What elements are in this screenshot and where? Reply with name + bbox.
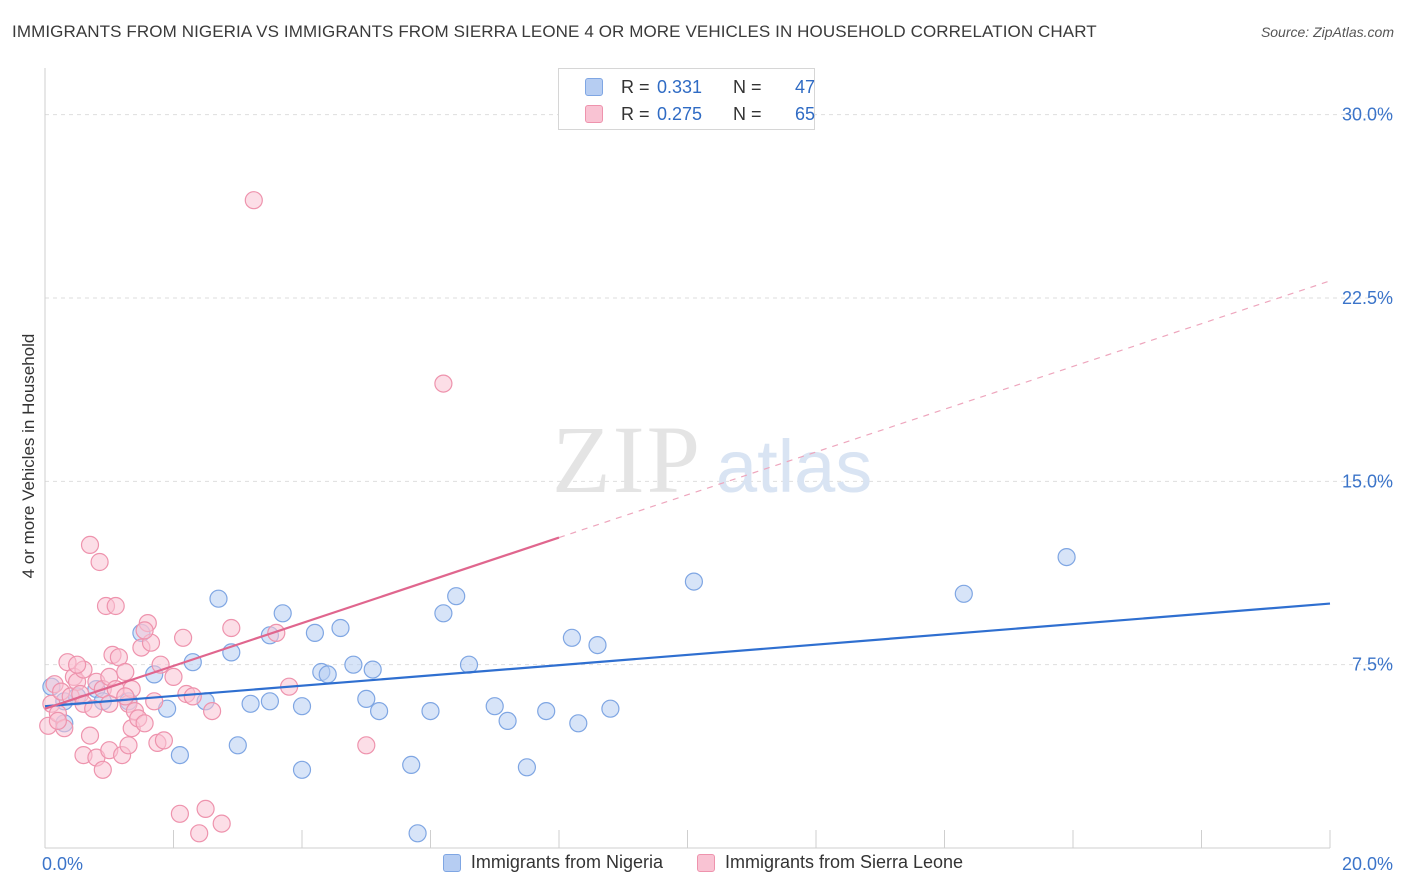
legend-r-label: R = (621, 103, 650, 124)
point-nigeria (408, 824, 427, 843)
legend-n-label: N = (733, 76, 762, 97)
points-layer (39, 191, 1076, 843)
watermark-atlas: atlas (716, 425, 872, 508)
point-nigeria (209, 589, 228, 608)
trendline-sierra-leone (44, 536, 560, 710)
point-sierra-leone (183, 687, 202, 706)
x-tick-label: 20.0% (1342, 854, 1393, 874)
legend-swatch-nigeria (442, 853, 461, 872)
point-sierra-leone (119, 736, 138, 755)
point-nigeria (1057, 547, 1076, 567)
source-credit: Source: ZipAtlas.com (1260, 24, 1394, 40)
point-sierra-leone (67, 655, 87, 674)
legend-r-value-sierra-leone: 0.275 (657, 103, 703, 124)
point-sierra-leone (80, 726, 100, 745)
legend-r-label: R = (621, 76, 650, 97)
point-sierra-leone (106, 596, 125, 616)
point-sierra-leone (48, 711, 68, 731)
point-nigeria (402, 755, 421, 775)
point-nigeria (588, 635, 607, 655)
legend-r-value-nigeria: 0.331 (657, 76, 703, 97)
legend-n-value-nigeria: 47 (795, 76, 816, 97)
legend-swatch-sierra-leone (696, 853, 715, 872)
trendline-nigeria (44, 602, 1331, 708)
series-legend: Immigrants from Nigeria Immigrants from … (0, 852, 1406, 873)
point-sierra-leone (164, 667, 183, 687)
y-tick-label: 7.5% (1352, 655, 1393, 675)
legend-swatch-sierra-leone (585, 105, 603, 123)
point-sierra-leone (244, 191, 263, 210)
point-sierra-leone (190, 824, 209, 843)
point-sierra-leone (212, 814, 231, 833)
point-nigeria (459, 655, 479, 674)
point-nigeria (228, 736, 247, 755)
point-nigeria (241, 694, 260, 713)
y-tick-label: 22.5% (1342, 288, 1393, 308)
tick-label-layer: 7.5% 15.0% 22.5% 30.0% 0.0% 20.0% (42, 105, 1393, 874)
y-axis-label: 4 or more Vehicles in Household (19, 334, 38, 579)
point-nigeria (292, 697, 312, 716)
correlation-legend: R = 0.331 N = 47 R = 0.275 N = 65 (558, 68, 815, 130)
grid-layer (45, 114, 1392, 666)
point-sierra-leone (170, 804, 189, 823)
point-sierra-leone (434, 374, 453, 393)
trend-layer (44, 280, 1331, 710)
point-nigeria (357, 689, 376, 709)
point-nigeria (318, 665, 337, 684)
point-sierra-leone (145, 692, 164, 711)
point-sierra-leone (135, 714, 154, 733)
legend-item-nigeria: Immigrants from Nigeria (442, 852, 663, 873)
point-sierra-leone (267, 623, 286, 643)
point-nigeria (305, 623, 324, 643)
y-tick-label: 30.0% (1342, 105, 1393, 125)
point-nigeria (498, 711, 517, 731)
point-nigeria (292, 760, 312, 779)
legend-n-label: N = (733, 103, 762, 124)
point-sierra-leone (80, 535, 100, 555)
point-nigeria (537, 701, 556, 721)
point-sierra-leone (203, 701, 222, 721)
legend-swatch-nigeria (585, 78, 603, 96)
watermark: ZIP atlas (552, 406, 872, 513)
point-nigeria (562, 628, 582, 647)
legend-label-sierra-leone: Immigrants from Sierra Leone (724, 852, 964, 872)
legend-n-value-sierra-leone: 65 (795, 103, 816, 124)
point-sierra-leone (174, 628, 193, 647)
legend-label-nigeria: Immigrants from Nigeria (470, 852, 663, 872)
point-sierra-leone (116, 687, 135, 706)
point-nigeria (344, 655, 363, 674)
point-nigeria (260, 692, 279, 711)
trendline-sierra-leone-extension (558, 280, 1331, 539)
point-sierra-leone (222, 618, 241, 638)
point-nigeria (954, 584, 973, 603)
y-tick-label: 15.0% (1342, 471, 1393, 491)
point-sierra-leone (135, 621, 154, 640)
point-nigeria (517, 758, 537, 777)
point-nigeria (370, 701, 389, 721)
point-nigeria (447, 587, 466, 606)
point-nigeria (434, 604, 453, 623)
point-sierra-leone (154, 731, 173, 750)
point-nigeria (170, 745, 189, 765)
point-sierra-leone (116, 662, 135, 682)
point-sierra-leone (93, 760, 112, 779)
point-sierra-leone (357, 736, 376, 755)
watermark-zip: ZIP (552, 406, 702, 513)
point-nigeria (601, 699, 620, 718)
point-nigeria (485, 697, 504, 716)
x-tick-label: 0.0% (42, 854, 83, 874)
point-sierra-leone (196, 799, 215, 819)
point-nigeria (273, 604, 292, 623)
point-nigeria (421, 701, 440, 721)
point-nigeria (684, 572, 704, 591)
chart-title: IMMIGRANTS FROM NIGERIA VS IMMIGRANTS FR… (12, 22, 1097, 41)
point-nigeria (331, 618, 350, 638)
point-nigeria (569, 714, 588, 733)
legend-item-sierra-leone: Immigrants from Sierra Leone (696, 852, 964, 873)
point-nigeria (363, 660, 382, 679)
point-sierra-leone (90, 552, 109, 572)
